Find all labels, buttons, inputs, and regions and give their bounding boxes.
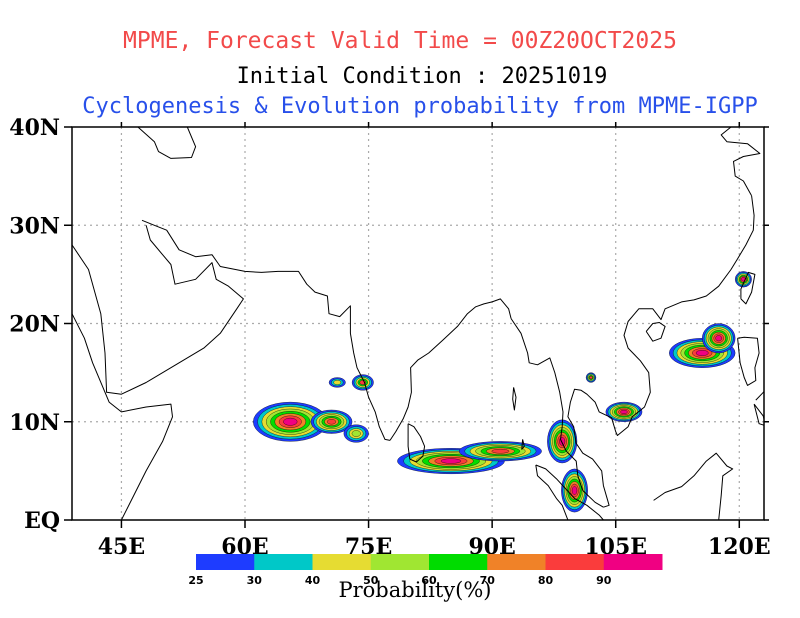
lon-tick-label: 120E [708,534,771,560]
coastline [740,271,756,305]
coastline [512,387,517,411]
lat-tick-label: 40N [9,115,60,141]
coastline [653,452,734,520]
lat-tick-label: 30N [9,213,60,239]
coastline [755,390,764,401]
colorbar-swatch [603,554,663,570]
colorbar-swatch [254,554,313,570]
colorbar-swatch [487,554,546,570]
coastline [567,195,755,508]
colorbar-tick-label: 25 [188,574,203,587]
probability-region [253,401,328,442]
colorbar-swatch [545,554,605,570]
colorbar-title: Probability(%) [338,578,492,602]
colorbar-tick-label: 90 [596,574,612,587]
probability-contour-90 [695,350,709,356]
probability-subtitle: Cyclogenesis & Evolution probability fro… [82,94,758,119]
colorbar-tick-label: 50 [363,574,379,587]
probability-contour-90 [571,486,578,495]
coastline [141,219,391,441]
probability-contour-90 [620,409,628,414]
colorbar-swatch [312,554,372,570]
coastlines [72,127,788,520]
probability-contour-90 [440,458,462,464]
coastline [753,403,764,426]
colorbar-swatch [429,554,488,570]
colorbar-tick-label: 70 [480,574,496,587]
probability-contour-90 [283,417,298,426]
probability-region [351,374,374,391]
probability-contour-80 [491,448,510,454]
coastline [389,298,512,441]
coastline [535,464,604,520]
probability-region [585,372,597,383]
probability-contour-80 [589,375,593,380]
lat-tick-label: 20N [9,312,60,338]
probability-region [328,377,346,388]
colorbar-tick-label: 80 [538,574,554,587]
probability-contour-40 [333,380,342,385]
initial-condition-title: Initial Condition : 20251019 [236,64,608,89]
lat-tick-label: 10N [9,410,60,436]
coastline [72,225,244,395]
coastline [407,423,426,463]
lat-tick-label: EQ [24,508,60,534]
probability-contour-80 [326,419,337,425]
coastline [645,322,666,342]
colorbar: 25 30 40 50 60 70 80 90 [188,554,663,587]
coastline [776,127,788,161]
coastline [510,318,604,508]
lon-tick-label: 45E [98,534,145,560]
probability-region [343,424,369,443]
colorbar-tick-label: 60 [421,574,437,587]
coastline [521,439,525,450]
coastline [72,313,173,520]
probability-contour-50 [351,430,361,437]
probability-region [605,401,643,422]
probability-region [310,409,353,434]
probability-region [459,441,542,462]
forecast-title: MPME, Forecast Valid Time = 00Z20OCT2025 [123,28,677,54]
probability-region [702,323,736,354]
coastline [720,127,761,197]
probability-contour-90 [715,335,722,342]
coastline [137,127,197,159]
probability-region [734,271,752,288]
coastline [737,336,760,386]
gridlines [72,127,764,520]
coastline [535,464,569,520]
probability-region [669,338,736,368]
probability-contours [253,271,752,513]
probability-region [561,468,588,513]
colorbar-swatch [196,554,255,570]
colorbar-swatch [370,554,430,570]
colorbar-tick-label: 40 [305,574,321,587]
colorbar-tick-label: 30 [247,574,263,587]
